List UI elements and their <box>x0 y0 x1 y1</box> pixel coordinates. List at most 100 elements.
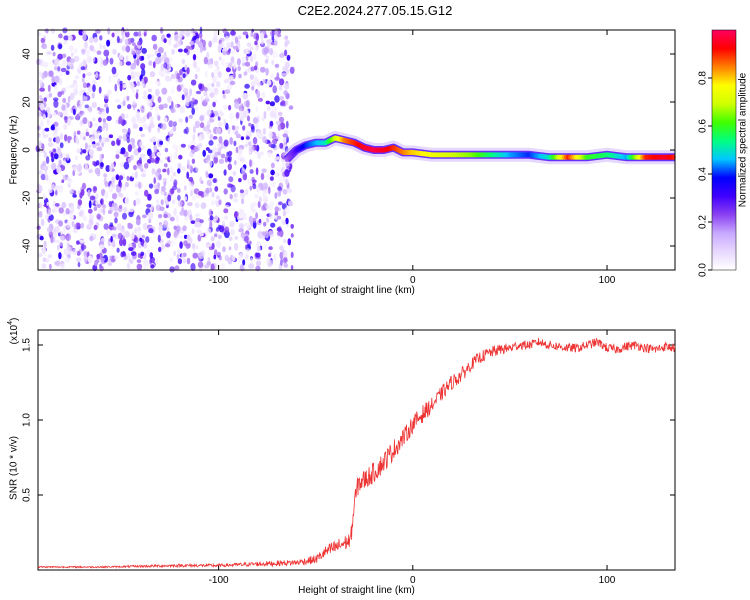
noise-cell <box>66 208 70 215</box>
noise-cell <box>125 39 128 46</box>
noise-cell <box>218 199 221 205</box>
noise-cell <box>48 254 53 258</box>
noise-cell <box>157 53 161 57</box>
noise-cell <box>62 54 66 58</box>
noise-cell <box>108 210 112 214</box>
noise-cell <box>87 56 93 63</box>
noise-cell <box>147 101 152 107</box>
noise-cell <box>265 205 269 209</box>
noise-cell <box>43 194 47 200</box>
noise-cell <box>129 259 133 263</box>
noise-cell <box>281 100 286 105</box>
noise-cell <box>127 75 131 81</box>
noise-cell <box>149 183 153 188</box>
noise-cell <box>167 240 172 244</box>
noise-cell <box>138 31 141 37</box>
noise-cell <box>141 79 145 87</box>
noise-cell <box>238 228 244 232</box>
noise-cell <box>69 213 73 220</box>
noise-cell <box>279 143 283 149</box>
noise-cell <box>66 177 70 181</box>
noise-cell <box>219 136 223 144</box>
noise-cell <box>119 238 123 246</box>
noise-cell <box>192 228 195 234</box>
noise-cell <box>289 105 294 109</box>
noise-cell <box>104 223 109 230</box>
noise-cell <box>186 172 189 179</box>
noise-cell <box>136 72 141 77</box>
noise-cell <box>256 90 260 98</box>
noise-cell <box>98 139 101 143</box>
noise-cell <box>101 154 104 159</box>
noise-cell <box>113 206 118 211</box>
noise-cell <box>238 66 241 71</box>
noise-cell <box>216 81 221 87</box>
noise-cell <box>135 198 140 205</box>
noise-cell <box>118 116 122 123</box>
noise-cell <box>263 244 267 249</box>
noise-cell <box>75 136 79 144</box>
colorbar: 0.00.20.40.60.8 Normalized spectral ampl… <box>698 30 749 277</box>
noise-cell <box>279 96 284 100</box>
noise-cell <box>193 33 196 37</box>
noise-cell <box>41 38 45 43</box>
noise-cell <box>72 170 75 176</box>
noise-cell <box>198 262 204 268</box>
noise-cell <box>239 223 244 229</box>
noise-cell <box>147 212 153 219</box>
noise-cell <box>111 177 115 185</box>
noise-cell <box>228 163 232 170</box>
noise-cell <box>206 83 212 89</box>
noise-cell <box>93 37 98 43</box>
noise-cell <box>189 41 194 45</box>
noise-cell <box>100 199 103 204</box>
noise-cell <box>192 159 195 164</box>
noise-cell <box>133 165 137 170</box>
noise-cell <box>219 114 222 118</box>
noise-cell <box>291 252 294 258</box>
noise-cell <box>224 169 227 175</box>
noise-cell <box>196 245 199 250</box>
noise-cell <box>84 217 87 221</box>
noise-cell <box>232 125 236 130</box>
noise-cell <box>154 145 158 152</box>
noise-cell <box>284 50 287 57</box>
noise-cell <box>126 114 129 119</box>
noise-cell <box>89 200 92 208</box>
noise-cell <box>48 142 54 147</box>
noise-cell <box>51 28 55 34</box>
noise-cell <box>88 120 91 127</box>
noise-cell <box>82 117 87 124</box>
noise-cell <box>126 45 131 52</box>
noise-cell <box>135 171 138 179</box>
noise-cell <box>244 71 248 75</box>
noise-cell <box>224 205 229 209</box>
noise-cell <box>190 183 194 190</box>
noise-cell <box>64 134 67 141</box>
noise-cell <box>57 245 60 251</box>
noise-cell <box>118 175 123 180</box>
noise-cell <box>98 117 102 122</box>
noise-cell <box>238 35 242 39</box>
noise-cell <box>237 154 242 160</box>
noise-cell <box>147 248 150 254</box>
noise-cell <box>182 166 186 171</box>
noise-cell <box>119 54 124 61</box>
noise-cell <box>248 264 254 270</box>
noise-cell <box>58 34 63 39</box>
noise-cell <box>74 190 77 194</box>
noise-cell <box>171 49 175 55</box>
noise-cell <box>257 246 261 252</box>
noise-cell <box>271 163 275 169</box>
noise-cell <box>141 69 145 77</box>
noise-cell <box>239 104 242 112</box>
noise-cell <box>252 202 258 208</box>
noise-cell <box>212 243 215 250</box>
noise-cell <box>57 112 63 116</box>
noise-cell <box>188 177 193 182</box>
noise-cell <box>258 98 263 102</box>
noise-cell <box>86 132 90 136</box>
noise-cell <box>167 138 170 144</box>
figure-title: C2E2.2024.277.05.15.G12 <box>298 3 453 18</box>
noise-cell <box>142 214 147 218</box>
